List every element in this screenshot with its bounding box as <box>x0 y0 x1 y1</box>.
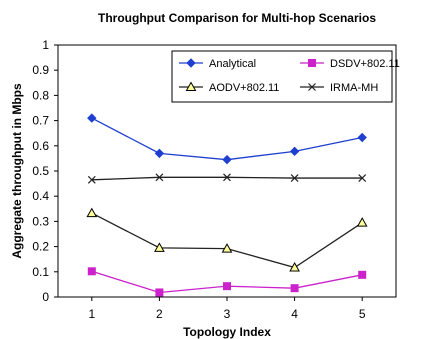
data-point-aodv-802-11 <box>289 261 300 272</box>
x-tick-label: 5 <box>359 307 366 321</box>
legend-box <box>171 50 393 103</box>
x-tick-label: 4 <box>291 307 298 321</box>
data-point-aodv-802-11 <box>356 217 368 227</box>
legend-item-aodv-802-11: AODV+802.11 <box>179 81 279 94</box>
x-tick-label: 3 <box>224 307 231 321</box>
data-point-dsdv-802-11 <box>223 282 231 291</box>
series-layer <box>86 113 368 297</box>
x-tick-label: 2 <box>156 307 163 321</box>
data-point-irma-mh <box>87 175 96 184</box>
y-tick-label: 0.3 <box>32 214 49 228</box>
series-aodv-802-11 <box>86 207 368 272</box>
series-analytical <box>87 113 367 165</box>
legend-item-irma-mh: IRMA-MH <box>300 82 378 94</box>
data-point-dsdv-802-11 <box>87 267 96 276</box>
legend-item-analytical: Analytical <box>179 58 256 70</box>
legend-marker-aodv-802-11 <box>185 81 197 91</box>
legend-marker-analytical <box>186 58 196 68</box>
data-point-aodv-802-11 <box>154 242 165 252</box>
data-point-dsdv-802-11 <box>155 288 164 297</box>
y-tick-label: 0.4 <box>32 189 49 203</box>
plot-area-frame <box>57 44 397 298</box>
y-tick-label: 0.8 <box>32 88 49 102</box>
data-point-dsdv-802-11 <box>290 284 299 293</box>
legend-marker-dsdv-802-11 <box>308 59 316 67</box>
legend-marker-irma-mh <box>308 83 316 91</box>
x-tick-label: 1 <box>88 307 95 321</box>
data-point-analytical <box>87 113 97 123</box>
legend-label-irma-mh: IRMA-MH <box>330 82 378 94</box>
y-tick-label: 0.1 <box>32 265 49 279</box>
y-tick-label: 0.9 <box>32 63 49 77</box>
y-tick-label: 0.7 <box>32 114 49 128</box>
x-axis-label: Topology Index <box>183 325 271 339</box>
legend-item-dsdv-802-11: DSDV+802.11 <box>300 58 400 70</box>
y-tick-label: 0 <box>42 290 49 304</box>
data-point-analytical <box>357 132 367 143</box>
y-tick-label: 0.6 <box>32 139 49 153</box>
legend-label-analytical: Analytical <box>209 58 256 70</box>
series-irma-mh <box>87 173 367 184</box>
legend-label-aodv-802-11: AODV+802.11 <box>209 82 279 94</box>
chart-title: Throughput Comparison for Multi-hop Scen… <box>98 11 376 25</box>
series-dsdv-802-11 <box>87 267 367 297</box>
y-tick-label: 1 <box>42 38 49 52</box>
data-point-dsdv-802-11 <box>358 270 367 279</box>
legend: Analytical DSDV+802.11 AODV+802.11 IRMA-MH <box>171 50 400 103</box>
y-tick-label: 0.2 <box>32 240 49 254</box>
data-point-aodv-802-11 <box>221 243 233 253</box>
data-point-analytical <box>289 146 300 157</box>
data-point-aodv-802-11 <box>86 207 98 218</box>
data-point-irma-mh <box>290 174 299 182</box>
x-axis-ticks: 1 2 3 4 5 <box>88 297 366 321</box>
data-point-analytical <box>154 148 165 159</box>
y-tick-label: 0.5 <box>32 164 49 178</box>
series-line-analytical <box>91 117 363 161</box>
series-line-aodv-802-11 <box>91 212 363 269</box>
y-axis-ticks: 0 0.1 0.2 0.3 0.4 0.5 0.6 0.7 0.8 0.9 1 <box>32 38 58 304</box>
data-point-irma-mh <box>223 173 231 182</box>
legend-label-dsdv-802-11: DSDV+802.11 <box>330 58 400 70</box>
data-point-irma-mh <box>155 173 164 182</box>
y-axis-label: Aggregate throughput in Mbps <box>10 83 24 259</box>
data-point-analytical <box>222 154 232 165</box>
data-point-irma-mh <box>358 174 367 182</box>
